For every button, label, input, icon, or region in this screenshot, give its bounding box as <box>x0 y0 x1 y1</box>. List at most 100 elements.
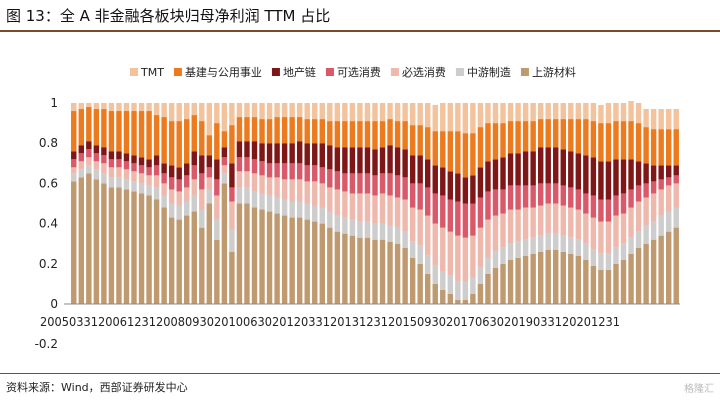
bar-segment <box>620 159 627 194</box>
bar-segment <box>176 121 182 168</box>
bar-segment <box>583 119 589 156</box>
legend-swatch <box>130 68 138 76</box>
bar-stack <box>409 103 416 304</box>
bar-segment <box>123 169 130 180</box>
bar-segment <box>153 165 160 176</box>
bar-segment <box>274 177 280 198</box>
bar-segment <box>455 173 461 202</box>
bar-segment <box>161 117 167 164</box>
bar-segment <box>575 153 582 190</box>
bar-segment <box>161 103 167 118</box>
bar-segment <box>108 167 115 178</box>
bar-segment <box>221 157 228 166</box>
bar-segment <box>131 103 137 112</box>
bar-segment <box>266 143 273 164</box>
bar-segment <box>455 299 461 304</box>
bar-segment <box>379 147 386 174</box>
bar-segment <box>184 187 190 202</box>
bar-segment <box>161 183 167 196</box>
chart-legend: TMT 基建与公用事业 地产链 可选消费 必选消费 中游制造 上游材料 <box>130 65 576 79</box>
bar-segment <box>342 173 348 192</box>
bar-segment <box>101 183 107 304</box>
bar-segment <box>153 155 160 166</box>
bar-segment <box>432 265 438 284</box>
bar-stack <box>665 109 672 304</box>
bar-segment <box>590 157 597 196</box>
bar-segment <box>605 269 612 304</box>
bar-segment <box>568 237 574 254</box>
bar-segment <box>357 193 363 222</box>
legend-label: 中游制造 <box>467 65 511 79</box>
bar-segment <box>108 187 115 304</box>
bar-segment <box>244 141 250 158</box>
bar-segment <box>530 121 536 152</box>
bar-segment <box>568 151 574 188</box>
bar-segment <box>605 103 612 124</box>
bar-segment <box>605 221 612 254</box>
bar-stack <box>206 103 213 304</box>
bar-segment <box>168 165 175 178</box>
bar-segment <box>138 157 145 166</box>
y-tick-label: -0.2 <box>35 337 58 351</box>
bar-segment <box>199 121 205 156</box>
bar-segment <box>485 191 491 220</box>
bar-segment <box>357 121 363 148</box>
bar-segment <box>507 209 514 244</box>
bar-segment <box>522 255 529 304</box>
bar-segment <box>560 149 566 186</box>
bar-segment <box>485 161 491 192</box>
bar-segment <box>658 179 664 190</box>
bar-stack <box>575 103 582 304</box>
bar-segment <box>575 119 582 154</box>
bar-segment <box>658 215 664 236</box>
bar-segment <box>176 167 182 180</box>
bar-segment <box>229 251 235 304</box>
bar-segment <box>545 183 551 204</box>
bar-segment <box>251 173 258 192</box>
bar-segment <box>364 121 371 148</box>
bar-segment <box>184 215 190 304</box>
bar-segment <box>409 207 416 242</box>
bar-segment <box>537 147 544 184</box>
bar-segment <box>123 111 130 154</box>
bar-segment <box>214 219 220 240</box>
bar-segment <box>206 155 213 168</box>
bar-segment <box>635 103 642 124</box>
bar-segment <box>477 167 484 198</box>
bar-segment <box>425 273 431 304</box>
bar-segment <box>296 201 303 218</box>
bar-segment <box>372 149 378 176</box>
bar-segment <box>244 157 250 172</box>
bar-segment <box>447 199 454 232</box>
bar-segment <box>643 183 649 198</box>
bar-segment <box>515 257 521 304</box>
bar-segment <box>387 103 393 120</box>
bar-segment <box>274 103 280 118</box>
bar-segment <box>590 195 597 218</box>
bar-segment <box>628 100 634 122</box>
bar-segment <box>199 209 205 228</box>
bar-segment <box>462 103 469 134</box>
bar-segment <box>259 103 265 120</box>
bar-segment <box>635 201 642 232</box>
bar-segment <box>274 213 280 304</box>
bar-stack <box>236 103 243 304</box>
bar-segment <box>206 203 213 304</box>
bar-segment <box>93 153 100 162</box>
bar-segment <box>575 189 582 210</box>
bar-segment <box>650 181 657 194</box>
bar-segment <box>281 117 288 144</box>
bar-segment <box>304 165 310 182</box>
bar-segment <box>379 173 386 194</box>
bar-segment <box>417 209 423 246</box>
bar-segment <box>281 179 288 200</box>
bar-segment <box>379 103 386 122</box>
bar-stack <box>274 103 280 304</box>
bar-segment <box>146 167 152 176</box>
bar-segment <box>236 103 243 118</box>
bar-segment <box>199 173 205 190</box>
bar-segment <box>259 119 265 144</box>
y-tick-label: 1 <box>50 96 58 110</box>
bar-segment <box>101 109 107 148</box>
bar-segment <box>281 143 288 164</box>
